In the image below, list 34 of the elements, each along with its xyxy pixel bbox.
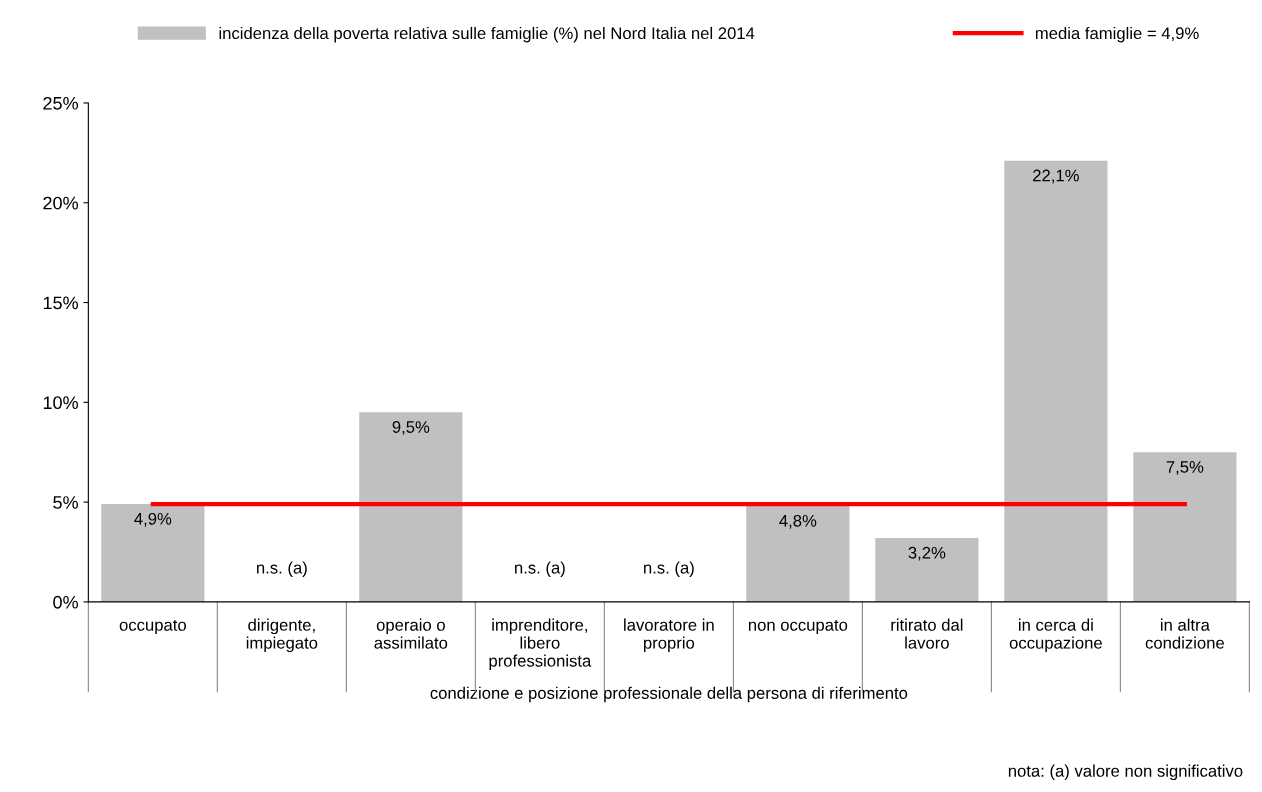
x-axis-title: condizione e posizione professionale della persona di riferimento xyxy=(430,686,908,703)
y-tick-label: 25% xyxy=(43,96,78,110)
text: n.s. (a) xyxy=(257,561,307,577)
data-label: 4,9% xyxy=(134,512,172,527)
x-tick-label: operaio o assimilato xyxy=(374,618,448,649)
data-label: 7,5% xyxy=(1166,461,1204,475)
data-label: 22,1% xyxy=(1033,169,1079,184)
data-label: 4,8% xyxy=(779,514,817,529)
text: nota: (a) valore non significativo xyxy=(1008,764,1243,781)
x-tick-label: in cerca di occupazione xyxy=(1009,618,1102,653)
data-label: 3,2% xyxy=(908,546,946,561)
x-tick-label: ritirato dal lavoro xyxy=(891,618,963,649)
x-tick-label: non occupato xyxy=(748,619,848,635)
text: n.s. (a) xyxy=(644,561,694,577)
x-tick-label: lavoratore in proprio xyxy=(624,618,714,653)
text: n.s. (a) xyxy=(515,561,565,577)
legend-label: incidenza della poverta relativa sulle famiglie (%) nel Nord Italia nel 2014 xyxy=(219,26,755,43)
y-tick-label: 0% xyxy=(53,595,78,609)
x-tick-label: in altra condizione xyxy=(1145,618,1224,649)
bar xyxy=(746,506,850,602)
y-tick-label: 20% xyxy=(43,196,78,210)
bar xyxy=(1004,160,1108,602)
data-label: 9,5% xyxy=(392,421,430,435)
y-tick-label: 15% xyxy=(43,296,78,310)
bar xyxy=(101,504,205,602)
bar xyxy=(1133,452,1237,602)
x-tick-label: imprenditore, libero professionista xyxy=(489,618,592,671)
x-tick-label: occupato xyxy=(119,619,186,635)
x-tick-label: dirigente, impiegato xyxy=(246,618,318,653)
bar xyxy=(359,412,463,602)
bar xyxy=(875,538,979,602)
legend-label: media famiglie = 4,9% xyxy=(1035,26,1199,43)
y-tick-label: 10% xyxy=(43,396,78,410)
y-tick-label: 5% xyxy=(53,496,78,509)
